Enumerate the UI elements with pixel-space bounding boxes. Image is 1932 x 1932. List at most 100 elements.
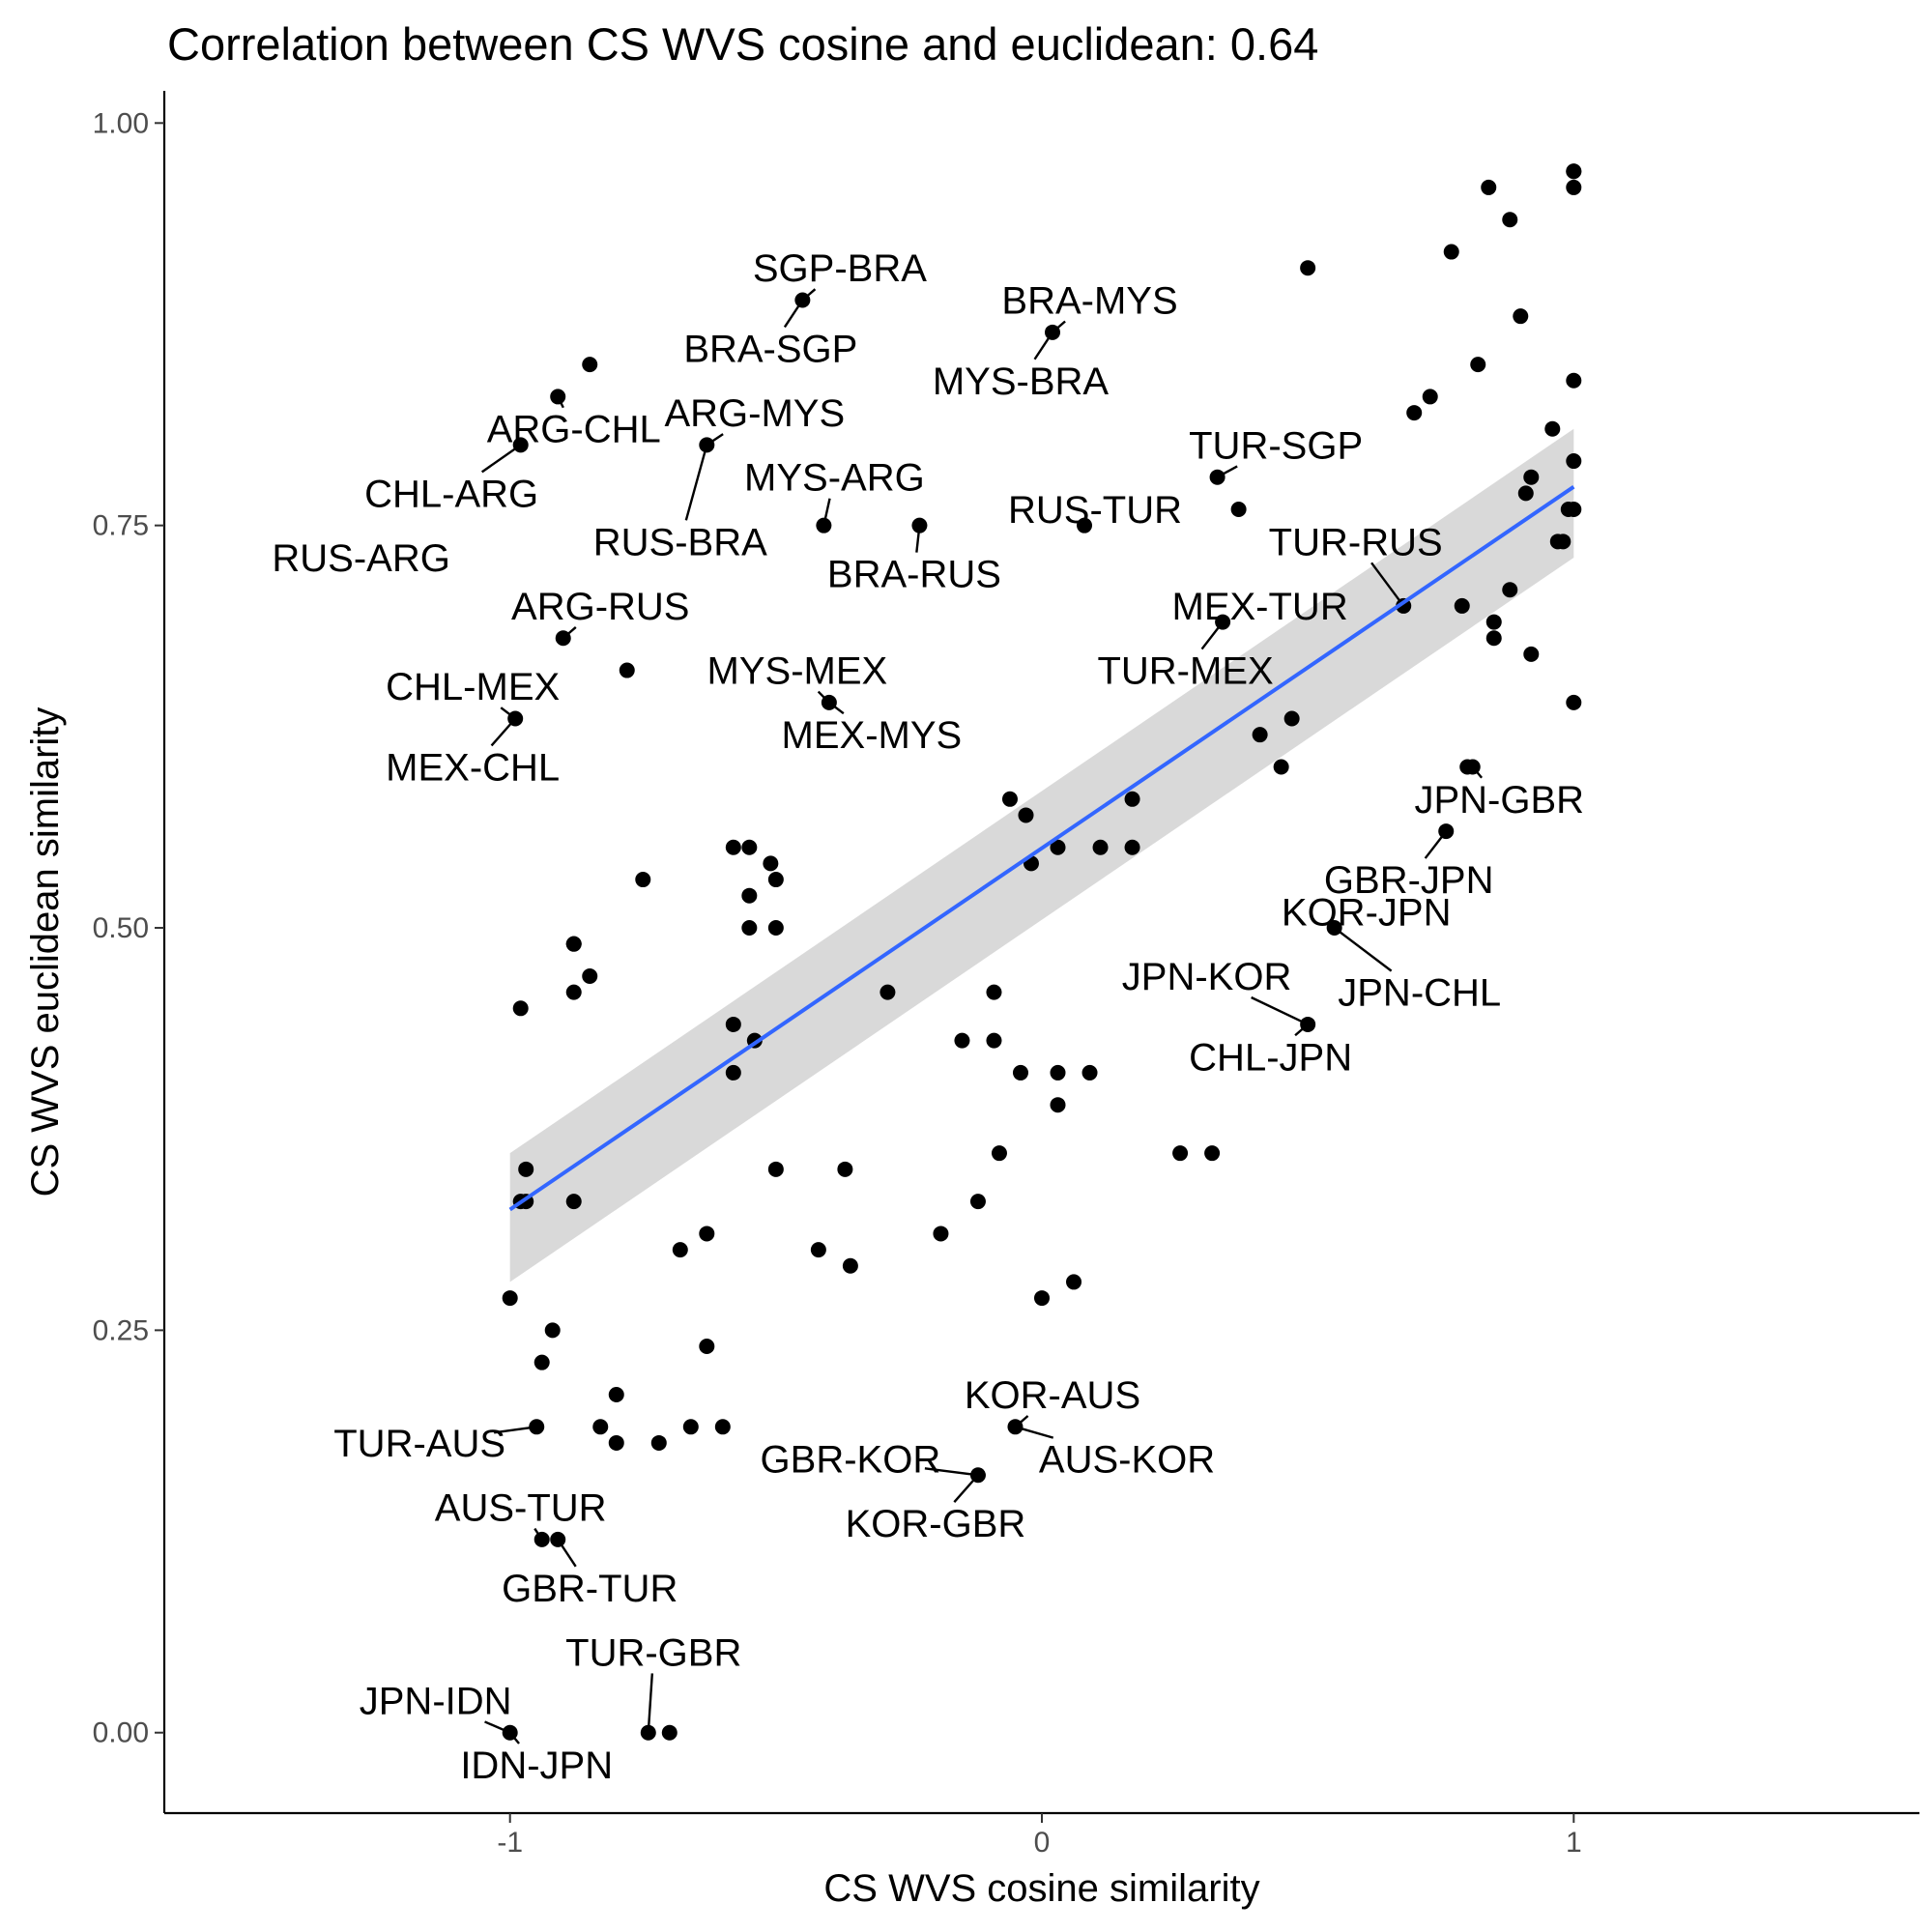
point-label: IDN-JPN [460, 1745, 613, 1787]
y-tick-label: 0.75 [93, 510, 149, 542]
point-label: RUS-BRA [593, 521, 767, 563]
data-point [1050, 1097, 1066, 1113]
data-point [1566, 502, 1582, 518]
data-point [1066, 1274, 1082, 1290]
data-point [1443, 244, 1459, 260]
point-label: ARG-CHL [487, 409, 661, 451]
data-point [725, 1064, 741, 1081]
y-tick-label: 0.25 [93, 1314, 149, 1346]
point-label: BRA-MYS [1001, 280, 1177, 323]
data-point [1406, 405, 1423, 421]
label-leader-line [924, 1467, 979, 1477]
label-leader-line [915, 525, 921, 553]
point-label: SGP-BRA [753, 247, 927, 290]
label-leader-line [1294, 1024, 1309, 1037]
data-point [1485, 630, 1502, 647]
label-leaders [480, 288, 1484, 1745]
chart-title: Correlation between CS WVS cosine and eu… [167, 18, 1318, 70]
data-point [1454, 597, 1470, 614]
data-point [741, 887, 758, 904]
data-point [565, 984, 582, 1000]
data-point [991, 1145, 1007, 1162]
x-tick-label: 1 [1566, 1827, 1582, 1859]
label-leader-line [562, 626, 577, 640]
point-label: TUR-GBR [565, 1631, 741, 1674]
y-tick-label: 0.50 [93, 912, 149, 944]
point-label: MEX-TUR [1172, 586, 1348, 628]
data-point [1124, 839, 1140, 855]
point-label: AUS-KOR [1039, 1439, 1215, 1482]
point-label: AUS-TUR [435, 1487, 607, 1530]
data-point [1001, 791, 1018, 807]
data-point [1517, 485, 1534, 502]
point-label: GBR-KOR [761, 1439, 941, 1482]
point-label: MYS-ARG [744, 457, 925, 500]
point-label: TUR-RUS [1269, 521, 1443, 563]
data-point [1012, 1064, 1028, 1081]
point-label: KOR-JPN [1282, 891, 1452, 934]
data-point [1300, 260, 1316, 276]
data-point [582, 357, 598, 373]
data-point [1081, 1064, 1098, 1081]
data-point [661, 1724, 678, 1741]
data-point [1124, 791, 1140, 807]
data-point [518, 1161, 534, 1177]
point-label: CHL-JPN [1189, 1036, 1352, 1079]
data-point [1050, 1064, 1066, 1081]
data-point [1459, 759, 1476, 775]
data-point [502, 1290, 518, 1307]
label-leader-line [801, 288, 817, 302]
data-point [1566, 372, 1582, 389]
y-tick-label: 0.00 [93, 1717, 149, 1749]
point-label: CHL-ARG [364, 473, 538, 515]
confidence-band [509, 428, 1574, 1283]
data-point [1050, 839, 1066, 855]
point-label: JPN-IDN [360, 1680, 512, 1722]
point-label: MYS-BRA [933, 360, 1110, 403]
y-tick-label: 1.00 [93, 107, 149, 139]
regression-line [508, 485, 1575, 1212]
x-axis-title: CS WVS cosine similarity [823, 1867, 1259, 1910]
data-point [544, 1322, 561, 1339]
label-leader-line [828, 701, 845, 715]
point-label: RUS-TUR [1008, 489, 1182, 532]
data-point [1204, 1145, 1221, 1162]
data-point [635, 872, 651, 888]
data-point [1034, 1290, 1050, 1307]
label-leader-line [1217, 465, 1238, 478]
data-point [1566, 694, 1582, 710]
confidence-band-area [509, 428, 1574, 1283]
point-label: BRA-SGP [683, 328, 857, 370]
data-point [1422, 389, 1438, 405]
data-point [1502, 582, 1518, 598]
data-point [1555, 533, 1572, 550]
label-leader-line [706, 433, 724, 447]
data-point [1485, 614, 1502, 630]
y-axis-title: CS WVS euclidean similarity [24, 707, 67, 1197]
data-point [699, 1226, 715, 1242]
data-point [986, 984, 1002, 1000]
point-label: KOR-AUS [965, 1374, 1140, 1417]
label-leader-line [647, 1673, 654, 1733]
label-leader-line [817, 690, 830, 704]
label-leader-line [1014, 1415, 1029, 1428]
data-point [879, 984, 896, 1000]
data-point [608, 1386, 624, 1402]
data-point [767, 920, 784, 937]
data-point [837, 1161, 853, 1177]
label-leader-line [1200, 620, 1225, 650]
data-point [1566, 453, 1582, 470]
data-point [1566, 179, 1582, 195]
data-point [954, 1032, 970, 1049]
point-label: ARG-MYS [664, 392, 845, 435]
label-leader-line [684, 445, 708, 521]
data-point [986, 1032, 1002, 1049]
label-leader-line [1052, 320, 1066, 333]
data-point [1523, 646, 1540, 662]
data-point [592, 1419, 609, 1435]
label-leader-line [490, 717, 517, 747]
data-point [672, 1242, 688, 1258]
data-point [763, 855, 779, 872]
point-label: MEX-MYS [782, 714, 963, 757]
point-label: TUR-SGP [1189, 424, 1363, 467]
